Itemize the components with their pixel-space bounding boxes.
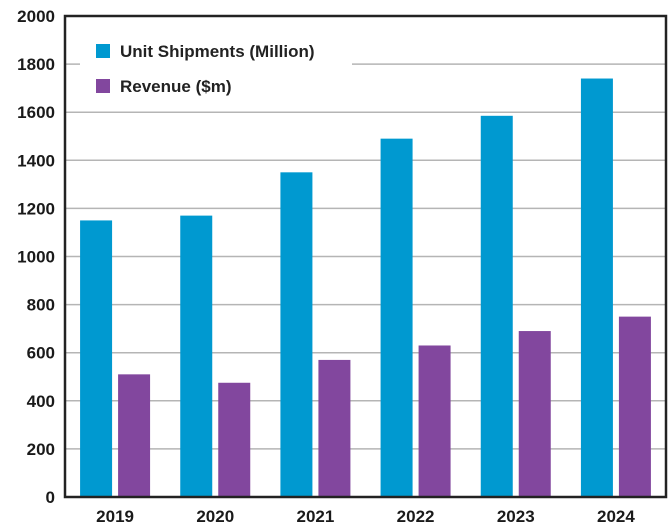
bar-unit-shipments-2023 (480, 115, 513, 498)
y-tick-label: 600 (27, 344, 55, 363)
x-tick-label: 2019 (96, 507, 134, 526)
x-tick-label: 2020 (196, 507, 234, 526)
bar-unit-shipments-2024 (580, 78, 613, 497)
x-tick-label: 2021 (297, 507, 335, 526)
bar-revenue-2020 (218, 382, 251, 497)
y-tick-label: 1600 (17, 103, 55, 122)
bar-unit-shipments-2022 (380, 138, 413, 497)
legend-background (80, 30, 352, 110)
legend-swatch-unit-shipments (96, 44, 110, 58)
x-tick-label: 2022 (397, 507, 435, 526)
gridlines (65, 63, 666, 450)
y-axis-ticks: 0 200 400 600 800 1000 1200 1400 1600 1800 2000 (17, 7, 55, 507)
bar-unit-shipments-2020 (180, 215, 213, 498)
bar-revenue-2021 (318, 359, 351, 497)
y-tick-label: 2000 (17, 7, 55, 26)
legend: Unit Shipments (Million) Revenue ($m) (96, 42, 315, 96)
bar-revenue-2022 (418, 345, 451, 497)
x-tick-label: 2023 (497, 507, 535, 526)
bar-unit-shipments-2021 (280, 172, 313, 497)
legend-label-revenue: Revenue ($m) (120, 77, 231, 96)
y-tick-label: 1800 (17, 55, 55, 74)
x-axis-ticks: 2019 2020 2021 2022 2023 2024 (96, 507, 635, 526)
legend-swatch-revenue (96, 79, 110, 93)
bar-revenue-2023 (518, 331, 551, 497)
y-tick-label: 400 (27, 392, 55, 411)
bar-revenue-2019 (118, 374, 151, 497)
y-tick-label: 800 (27, 296, 55, 315)
bar-revenue-2024 (618, 316, 651, 497)
y-tick-label: 1200 (17, 199, 55, 218)
legend-label-unit-shipments: Unit Shipments (Million) (120, 42, 315, 61)
bars (80, 78, 651, 498)
x-tick-label: 2024 (597, 507, 635, 526)
y-tick-label: 0 (46, 488, 55, 507)
bar-unit-shipments-2019 (80, 220, 113, 498)
y-tick-label: 1400 (17, 151, 55, 170)
plot-frame (63, 14, 668, 499)
y-tick-label: 200 (27, 440, 55, 459)
y-tick-label: 1000 (17, 248, 55, 267)
